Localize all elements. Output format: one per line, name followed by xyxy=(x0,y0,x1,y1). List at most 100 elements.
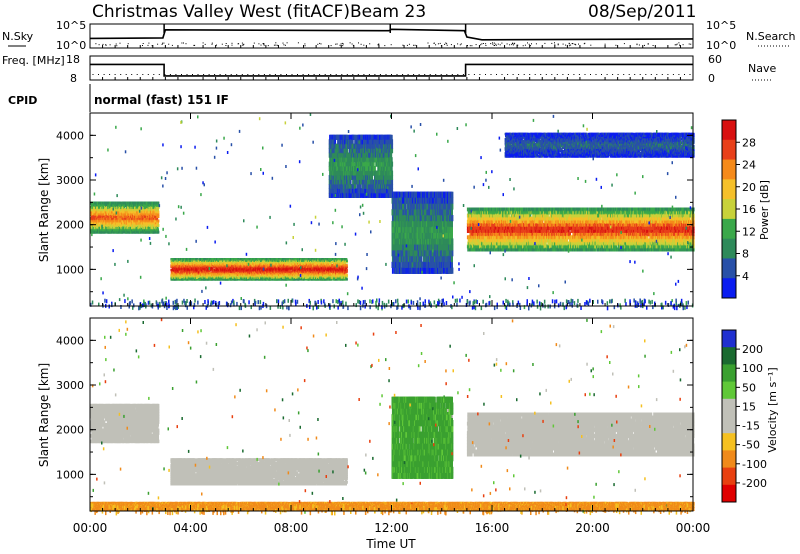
noise-search-dot xyxy=(485,43,486,44)
noise-search-dot xyxy=(605,44,606,45)
noise-left-tick-bottom: 10^0 xyxy=(56,39,86,52)
noise-panel: N.Sky 10^5 10^0 10^5 10^0 N.Search xyxy=(2,19,796,52)
noise-search-dot xyxy=(106,45,107,46)
nave-dot xyxy=(651,74,652,75)
nave-dot xyxy=(684,74,685,75)
noise-search-dot xyxy=(440,43,441,44)
nave-dot xyxy=(435,74,436,75)
noise-search-dot xyxy=(461,43,462,44)
nave-dot xyxy=(568,74,569,75)
nave-dot xyxy=(363,74,364,75)
noise-search-dot xyxy=(242,45,243,46)
noise-search-dot xyxy=(644,45,645,46)
nave-dot xyxy=(557,74,558,75)
nave-dot xyxy=(131,74,132,75)
nave-dot xyxy=(292,74,293,75)
nave-dot xyxy=(513,74,514,75)
station-title: Christmas Valley West (fitACF) xyxy=(92,2,350,22)
nave-dot xyxy=(618,74,619,75)
nave-dot xyxy=(623,74,624,75)
noise-search-dot xyxy=(157,44,158,45)
noise-search-dot xyxy=(116,45,117,46)
nave-tick-top: 60 xyxy=(708,53,722,66)
nave-dot xyxy=(645,74,646,75)
noise-search-dot xyxy=(232,45,233,46)
noise-search-dot xyxy=(163,43,164,44)
nave-dot xyxy=(391,74,392,75)
nave-dot xyxy=(678,74,679,75)
noise-search-dot xyxy=(384,45,385,46)
noise-search-dot xyxy=(238,43,239,44)
nave-dot xyxy=(502,74,503,75)
noise-search-dot xyxy=(343,44,344,45)
noise-search-dot xyxy=(285,45,286,46)
noise-search-dot xyxy=(476,44,477,45)
noise-search-dot xyxy=(128,43,129,44)
noise-search-dot xyxy=(536,43,537,44)
noise-search-dot xyxy=(226,43,227,44)
noise-search-dot xyxy=(261,45,262,46)
noise-search-dot xyxy=(496,45,497,46)
nave-dot xyxy=(275,74,276,75)
noise-search-dot xyxy=(103,44,104,45)
noise-search-dot xyxy=(304,43,305,44)
nave-dot xyxy=(242,74,243,75)
noise-search-dot xyxy=(513,44,514,45)
noise-search-dot xyxy=(653,45,654,46)
nave-dot xyxy=(198,74,199,75)
nave-dot xyxy=(485,74,486,75)
noise-right-tick-bottom: 10^0 xyxy=(706,39,736,52)
noise-search-dot xyxy=(275,42,276,43)
noise-search-dot xyxy=(242,43,243,44)
nave-dot xyxy=(347,74,348,75)
noise-search-dot xyxy=(168,44,169,45)
noise-search-dot xyxy=(120,43,121,44)
nave-dot xyxy=(336,74,337,75)
noise-search-dot xyxy=(225,45,226,46)
nave-dot xyxy=(419,74,420,75)
noise-search-dot xyxy=(232,43,233,44)
noise-search-dot xyxy=(350,42,351,43)
noise-search-dot xyxy=(676,44,677,45)
nave-dot xyxy=(164,74,165,75)
noise-search-dot xyxy=(639,45,640,46)
noise-search-dot xyxy=(409,44,410,45)
nave-dot xyxy=(612,74,613,75)
noise-search-dot xyxy=(495,44,496,45)
noise-search-dot xyxy=(637,44,638,45)
nave-dot xyxy=(424,74,425,75)
noise-search-dot xyxy=(428,43,429,44)
nave-dot xyxy=(573,74,574,75)
nave-dot xyxy=(258,74,259,75)
noise-search-dot xyxy=(337,44,338,45)
nave-dot xyxy=(352,74,353,75)
noise-search-dot xyxy=(181,43,182,44)
nave-dot xyxy=(153,74,154,75)
noise-search-dot xyxy=(529,44,530,45)
noise-search-dot xyxy=(277,45,278,46)
noise-right-tick-top: 10^5 xyxy=(706,19,736,32)
noise-search-dot xyxy=(116,44,117,45)
noise-search-dot xyxy=(99,44,100,45)
nave-dot xyxy=(358,74,359,75)
noise-search-dot xyxy=(511,44,512,45)
noise-left-label: N.Sky xyxy=(2,30,34,43)
nave-dot xyxy=(397,74,398,75)
nave-dot xyxy=(634,74,635,75)
radar-summary-figure: Christmas Valley West (fitACF) Beam 23 0… xyxy=(0,0,800,554)
nave-dot xyxy=(585,74,586,75)
nave-dot xyxy=(236,74,237,75)
noise-search-dot xyxy=(675,44,676,45)
nave-dot xyxy=(430,74,431,75)
noise-search-dot xyxy=(274,45,275,46)
noise-search-dot xyxy=(434,43,435,44)
nave-dot xyxy=(247,74,248,75)
nave-dot xyxy=(474,74,475,75)
noise-search-dot xyxy=(358,42,359,43)
nave-dot xyxy=(441,74,442,75)
noise-search-dot xyxy=(470,45,471,46)
nave-dot xyxy=(590,74,591,75)
nave-dot xyxy=(452,74,453,75)
nave-dot xyxy=(341,74,342,75)
nave-dot xyxy=(524,74,525,75)
